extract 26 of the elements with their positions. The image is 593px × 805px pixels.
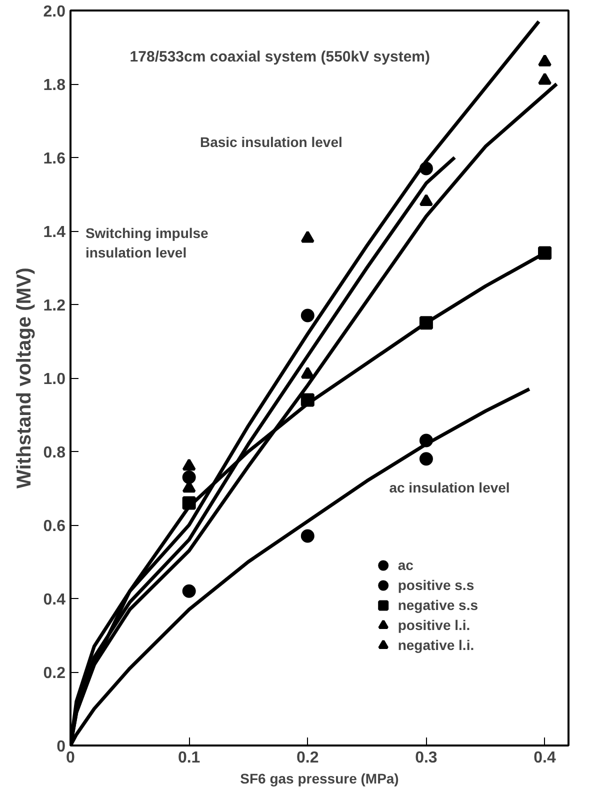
- annotation: ac insulation level: [389, 480, 510, 496]
- x-tick-label: 0.2: [296, 750, 319, 766]
- y-tick-label: 0: [56, 738, 66, 756]
- annotation: Basic insulation level: [200, 134, 342, 150]
- x-tick-label: 0.3: [415, 750, 438, 766]
- legend-label: positive s.s: [398, 577, 474, 593]
- x-tick-label: 0.4: [534, 750, 556, 766]
- y-tick-label: 0.2: [43, 665, 66, 682]
- y-tick-label: 0.6: [43, 518, 66, 535]
- y-tick-label: 1.2: [43, 298, 66, 314]
- x-axis-title: SF6 gas pressure (MPa): [240, 770, 399, 786]
- y-tick-label: 0.4: [43, 592, 66, 608]
- y-axis-title: Withstand voltage (MV): [13, 268, 36, 488]
- y-tick-label: 2.0: [43, 4, 66, 20]
- legend-label: negative s.s: [398, 597, 478, 613]
- y-tick-label: 1.0: [43, 371, 66, 388]
- text: 178/533cm coaxial system (550kV system): [130, 48, 430, 66]
- y-tick-label: 1.4: [43, 224, 66, 241]
- y-tick-label: 0.8: [43, 444, 66, 462]
- legend-label: ac: [398, 557, 414, 573]
- y-tick-label: 1.8: [43, 77, 66, 94]
- x-tick-label: 0.1: [178, 750, 200, 766]
- legend-label: positive l.i.: [398, 617, 470, 633]
- legend-label: negative l.i.: [398, 637, 474, 653]
- y-tick-label: 1.6: [43, 150, 66, 168]
- annotation: Switching impulse insulation level: [85, 225, 209, 260]
